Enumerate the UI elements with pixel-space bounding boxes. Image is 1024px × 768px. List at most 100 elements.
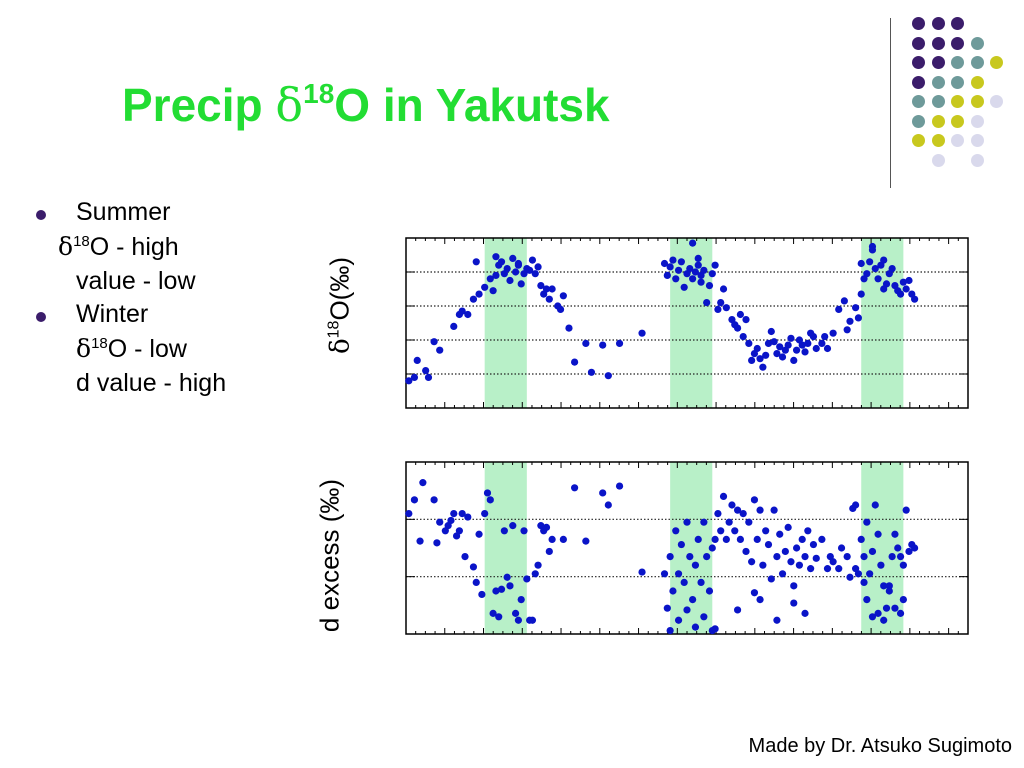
data-point [481, 510, 489, 518]
sub-bullet-text: O - high [89, 232, 179, 261]
data-point [419, 479, 427, 487]
decorative-dot [970, 114, 984, 128]
data-point [526, 266, 534, 274]
data-point [891, 604, 899, 612]
data-point [852, 565, 860, 573]
decorative-dot [951, 134, 964, 147]
data-point [666, 263, 674, 271]
title-superscript: 18 [303, 78, 335, 109]
data-point [868, 613, 877, 621]
title-suffix: O in Yakutsk [334, 79, 610, 131]
data-point [877, 561, 885, 569]
sub-bullet-line: δ18O - low [36, 332, 226, 367]
data-point [450, 322, 458, 330]
decorative-dot [931, 36, 945, 50]
data-point [748, 356, 756, 364]
data-point [750, 589, 759, 597]
data-point [587, 368, 596, 376]
data-point [660, 570, 669, 578]
data-point [759, 363, 767, 371]
decorative-dot [912, 75, 925, 89]
decorative-dot [912, 114, 925, 128]
data-point [458, 510, 466, 518]
data-point [888, 553, 896, 561]
data-point [669, 256, 677, 264]
data-point [531, 270, 539, 278]
data-point [483, 489, 492, 497]
data-point [464, 310, 472, 319]
data-point [666, 626, 674, 635]
data-point [753, 344, 761, 353]
data-point [739, 510, 747, 518]
data-point [790, 356, 798, 364]
data-point [801, 348, 809, 356]
data-point [911, 295, 919, 303]
decorative-dot [990, 56, 1003, 69]
data-point [517, 596, 525, 604]
data-point [686, 553, 694, 561]
decorative-dot [951, 95, 964, 108]
data-point [548, 285, 556, 293]
data-point [745, 339, 753, 347]
data-point [722, 535, 730, 543]
data-point [430, 496, 438, 504]
data-point [545, 295, 553, 303]
decorative-dot [931, 153, 945, 167]
data-point [517, 280, 525, 288]
data-point [829, 558, 837, 566]
data-point [736, 310, 744, 319]
data-point [492, 587, 500, 595]
data-point [742, 547, 750, 556]
season-highlight-band [484, 462, 527, 634]
decorative-dot [931, 95, 945, 108]
data-point [472, 578, 480, 586]
data-point [660, 259, 669, 268]
data-point [776, 343, 784, 351]
data-point [745, 518, 753, 526]
data-point [733, 606, 742, 614]
data-point [674, 570, 683, 578]
data-point [821, 333, 829, 341]
data-point [719, 492, 728, 500]
decorative-dot [970, 36, 984, 50]
data-point [795, 561, 803, 569]
data-point [874, 530, 882, 538]
decorative-dot [931, 56, 945, 69]
decorative-dot [970, 95, 984, 108]
data-point [472, 258, 480, 266]
data-point [880, 582, 888, 590]
axis-label-text: d excess (‰) [314, 478, 345, 633]
data-point [809, 333, 818, 341]
data-point [638, 568, 646, 576]
decorative-dot [951, 114, 964, 128]
data-point [843, 326, 851, 334]
data-point [450, 510, 458, 518]
data-point [871, 501, 879, 509]
data-point [410, 373, 419, 381]
data-point [531, 570, 539, 578]
data-point [770, 338, 778, 346]
bullet-dot-icon [36, 312, 46, 323]
data-point [497, 258, 506, 266]
decorative-dot [970, 153, 984, 167]
data-point [899, 561, 907, 569]
data-point [697, 278, 705, 286]
sub-bullet-text: O - low [107, 335, 187, 363]
decorative-dot [912, 36, 925, 50]
data-point [691, 561, 700, 569]
slide-title: Precip δ18O in Yakutsk [122, 78, 610, 132]
data-point [694, 535, 702, 543]
data-point [680, 578, 688, 586]
data-point [492, 271, 500, 279]
data-point [868, 547, 877, 556]
data-point [778, 570, 787, 578]
superscript: 18 [325, 320, 343, 339]
data-point [556, 305, 565, 313]
data-point [852, 304, 860, 312]
data-point [694, 254, 702, 262]
data-point [843, 553, 851, 561]
data-point [416, 537, 424, 545]
data-point [511, 268, 520, 276]
data-point [823, 344, 832, 353]
data-point [896, 609, 905, 617]
